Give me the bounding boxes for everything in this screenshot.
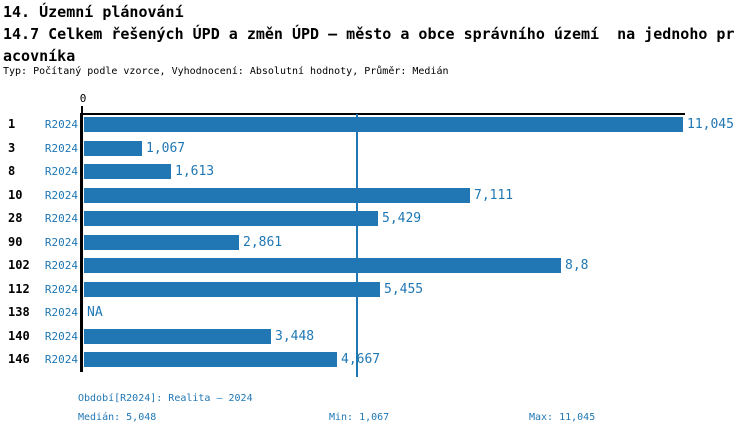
chart-row: 8 R2024 1,613 bbox=[0, 164, 750, 179]
footer-max-value: Max: 11,045 bbox=[529, 412, 596, 423]
row-series-label: R2024 bbox=[44, 189, 78, 202]
row-category-label: 8 bbox=[8, 164, 16, 178]
row-category-label: 90 bbox=[8, 235, 23, 249]
chart-row: 10 R2024 7,111 bbox=[0, 188, 750, 203]
row-series-label: R2024 bbox=[44, 330, 78, 343]
chart-row: 140 R2024 3,448 bbox=[0, 329, 750, 344]
bar-value-label: 1,613 bbox=[175, 164, 215, 179]
bar-value-label: 7,111 bbox=[474, 188, 514, 203]
footer-median-value: Medián: 5,048 bbox=[78, 412, 157, 423]
indicator-title-line1: 14.7 Celkem řešených ÚPD a změn ÚPD – mě… bbox=[3, 25, 735, 43]
bar-value-label: NA bbox=[87, 305, 103, 320]
row-category-label: 28 bbox=[8, 211, 23, 225]
section-title: 14. Územní plánování bbox=[3, 3, 184, 21]
bar[interactable] bbox=[84, 188, 470, 203]
chart-row: 28 R2024 5,429 bbox=[0, 211, 750, 226]
row-category-label: 102 bbox=[8, 258, 30, 272]
indicator-meta: Typ: Počítaný podle vzorce, Vyhodnocení:… bbox=[3, 66, 449, 77]
bar[interactable] bbox=[84, 164, 171, 179]
bar-value-label: 4,667 bbox=[341, 352, 381, 367]
chart-row: 138 R2024 NA bbox=[0, 305, 750, 320]
row-series-label: R2024 bbox=[44, 259, 78, 272]
y-axis-line bbox=[80, 113, 83, 372]
bar[interactable] bbox=[84, 117, 683, 132]
row-category-label: 1 bbox=[8, 117, 16, 131]
row-series-label: R2024 bbox=[44, 118, 78, 131]
chart-row: 146 R2024 4,667 bbox=[0, 352, 750, 367]
bar-value-label: 8,8 bbox=[565, 258, 589, 273]
bar-value-label: 5,429 bbox=[382, 211, 422, 226]
row-series-label: R2024 bbox=[44, 212, 78, 225]
row-category-label: 146 bbox=[8, 352, 30, 366]
bar-value-label: 1,067 bbox=[146, 141, 186, 156]
bar-value-label: 11,045 bbox=[687, 117, 734, 132]
chart-row: 90 R2024 2,861 bbox=[0, 235, 750, 250]
row-category-label: 138 bbox=[8, 305, 30, 319]
bar[interactable] bbox=[84, 258, 561, 273]
bar[interactable] bbox=[84, 329, 271, 344]
bar[interactable] bbox=[84, 141, 142, 156]
row-series-label: R2024 bbox=[44, 142, 78, 155]
bar[interactable] bbox=[84, 282, 380, 297]
chart-row: 112 R2024 5,455 bbox=[0, 282, 750, 297]
bar-value-label: 3,448 bbox=[275, 329, 315, 344]
row-category-label: 10 bbox=[8, 188, 23, 202]
chart-row: 1 R2024 11,045 bbox=[0, 117, 750, 132]
x-axis-zero-tick-label: 0 bbox=[79, 92, 87, 105]
row-category-label: 140 bbox=[8, 329, 30, 343]
bar-value-label: 5,455 bbox=[384, 282, 424, 297]
chart-row: 3 R2024 1,067 bbox=[0, 141, 750, 156]
bar[interactable] bbox=[84, 235, 239, 250]
chart-row: 102 R2024 8,8 bbox=[0, 258, 750, 273]
row-series-label: R2024 bbox=[44, 165, 78, 178]
row-series-label: R2024 bbox=[44, 236, 78, 249]
bar[interactable] bbox=[84, 352, 337, 367]
x-axis-zero-tick bbox=[81, 106, 83, 113]
x-axis-line bbox=[80, 113, 685, 115]
row-category-label: 112 bbox=[8, 282, 30, 296]
bar[interactable] bbox=[84, 211, 378, 226]
row-series-label: R2024 bbox=[44, 353, 78, 366]
median-reference-line bbox=[356, 114, 358, 377]
row-category-label: 3 bbox=[8, 141, 16, 155]
footer-period-label: Období[R2024]: Realita – 2024 bbox=[78, 393, 253, 404]
row-series-label: R2024 bbox=[44, 306, 78, 319]
bar-value-label: 2,861 bbox=[243, 235, 283, 250]
indicator-title-line2: acovníka bbox=[3, 47, 76, 65]
row-series-label: R2024 bbox=[44, 283, 78, 296]
footer-min-value: Min: 1,067 bbox=[329, 412, 390, 423]
